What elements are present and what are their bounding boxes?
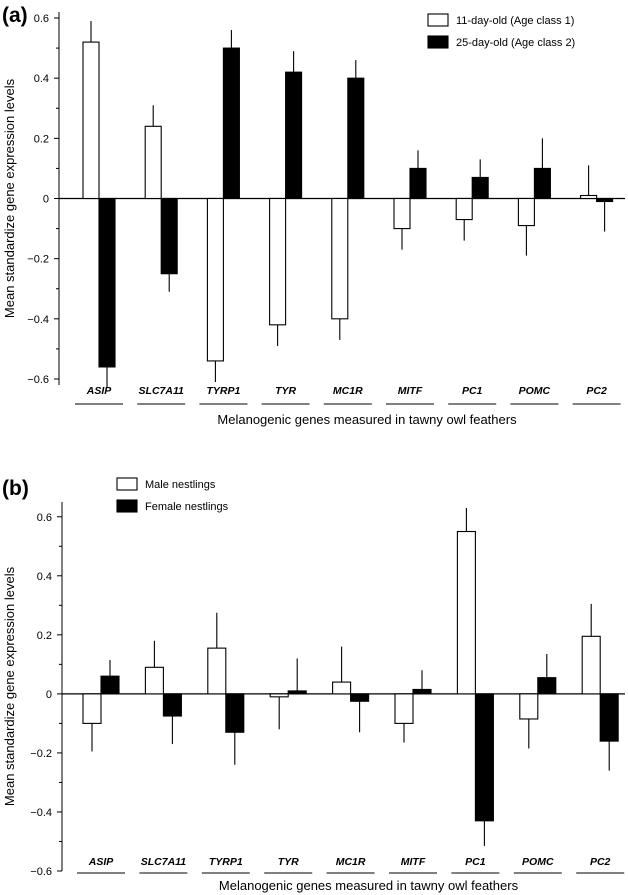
category-label-pc2: PC2 (590, 856, 611, 868)
category-label-pomc: POMC (519, 385, 551, 397)
y-tick-label: 0.6 (34, 13, 49, 25)
bar-b-pc1-series1 (456, 530, 476, 695)
y-tick-label: −0.2 (27, 254, 49, 266)
bar-b-pc2-series1 (581, 635, 601, 695)
bar-b-mitf-series1 (394, 693, 414, 724)
y-tick-label: 0.4 (37, 571, 52, 583)
panel-label-a: (a) (2, 4, 28, 27)
y-axis-title: Mean standardize gene expression levels (2, 78, 17, 318)
bar-b-mc1r-series1 (332, 681, 352, 695)
y-tick-label: 0.2 (34, 133, 49, 145)
category-label-mitf: MITF (398, 385, 423, 397)
legend-label-series2: 25-day-old (Age class 2) (456, 37, 575, 49)
bar-b-mitf-series2 (412, 688, 432, 695)
y-tick-label: −0.4 (27, 314, 49, 326)
y-axis-title: Mean standardize gene expression levels (2, 566, 17, 806)
y-tick-label: 0 (46, 689, 52, 701)
y-tick-label: 0.4 (34, 73, 49, 85)
legend-swatch-series2 (427, 35, 449, 49)
bar-a-mitf-series2 (409, 167, 427, 200)
bar-a-pomc-series2 (533, 167, 551, 200)
bar-b-tyr-series1 (269, 693, 289, 698)
y-tick-label: −0.6 (27, 374, 49, 386)
bar-b-pomc-series1 (519, 693, 539, 720)
bar-a-pc2-series1 (580, 194, 598, 200)
bar-a-pomc-series1 (517, 197, 535, 227)
bar-a-mc1r-series2 (347, 77, 365, 200)
bar-a-mitf-series1 (393, 197, 411, 230)
y-tick-label: 0.6 (37, 512, 52, 524)
chart-panel-b: −0.6 −0.4 −0.2 0 0.2 0.4 0.6 ASIP SLC7A11 TYRP1 TY… (2, 477, 625, 893)
bar-b-pc2-series2 (599, 693, 619, 742)
category-label-mitf: MITF (401, 856, 426, 868)
bar-b-tyr-series2 (287, 690, 307, 695)
legend-swatch-series1 (427, 13, 449, 27)
y-tick-label: −0.6 (30, 866, 52, 878)
bar-a-asip-series2 (98, 197, 116, 368)
bar-a-mc1r-series1 (331, 197, 349, 320)
bar-b-slc7a11-series1 (144, 666, 164, 695)
category-label-asip: ASIP (88, 856, 115, 868)
bar-a-tyr-series2 (285, 71, 303, 200)
bar-a-tyrp1-series2 (222, 47, 240, 200)
y-tick-label: 0.2 (37, 630, 52, 642)
legend-swatch-series1 (116, 477, 138, 491)
category-label-tyr: TYR (278, 856, 299, 868)
bar-b-slc7a11-series2 (162, 693, 182, 717)
bar-a-pc2-series2 (596, 197, 614, 203)
legend-label-series2: Female nestlings (145, 501, 229, 513)
bar-a-asip-series1 (82, 41, 100, 200)
bar-b-asip-series1 (82, 693, 102, 724)
category-label-slc7a11: SLC7A11 (139, 385, 184, 397)
category-label-pc2: PC2 (586, 385, 607, 397)
bar-a-tyr-series1 (269, 197, 287, 326)
bar-b-pc1-series2 (474, 693, 494, 822)
chart-panel-a: −0.6 −0.4 −0.2 0 0.2 0.4 0.6 ASIP SLC7A11 TYRP1 TY… (2, 12, 625, 427)
bar-a-pc1-series1 (455, 197, 473, 221)
y-tick-label: −0.2 (30, 748, 52, 760)
category-label-slc7a11: SLC7A11 (141, 856, 186, 868)
y-tick-label: −0.4 (30, 807, 52, 819)
y-tick-label: 0 (43, 194, 49, 206)
category-label-tyrp1: TYRP1 (206, 385, 240, 397)
bar-b-mc1r-series2 (350, 693, 370, 702)
category-label-tyrp1: TYRP1 (209, 856, 243, 868)
bar-b-tyrp1-series1 (207, 647, 227, 695)
bar-a-slc7a11-series1 (144, 125, 162, 200)
category-label-pomc: POMC (522, 856, 554, 868)
bar-a-slc7a11-series2 (160, 197, 178, 275)
category-label-mc1r: MC1R (336, 856, 366, 868)
category-label-asip: ASIP (86, 385, 113, 397)
category-label-mc1r: MC1R (333, 385, 363, 397)
x-axis-title: Melanogenic genes measured in tawny owl … (217, 412, 517, 427)
bar-b-tyrp1-series2 (225, 693, 245, 733)
x-axis-title: Melanogenic genes measured in tawny owl … (219, 878, 519, 893)
bar-b-asip-series2 (100, 675, 120, 695)
bar-a-pc1-series2 (471, 176, 489, 200)
category-label-tyr: TYR (275, 385, 296, 397)
bar-a-tyrp1-series1 (206, 197, 224, 362)
legend-label-series1: 11-day-old (Age class 1) (456, 15, 574, 27)
category-label-pc1: PC1 (462, 385, 483, 397)
legend-swatch-series2 (116, 499, 138, 513)
panel-label-b: (b) (2, 477, 29, 500)
bar-b-pomc-series2 (537, 677, 557, 695)
category-label-pc1: PC1 (465, 856, 486, 868)
legend-label-series1: Male nestlings (145, 479, 216, 491)
